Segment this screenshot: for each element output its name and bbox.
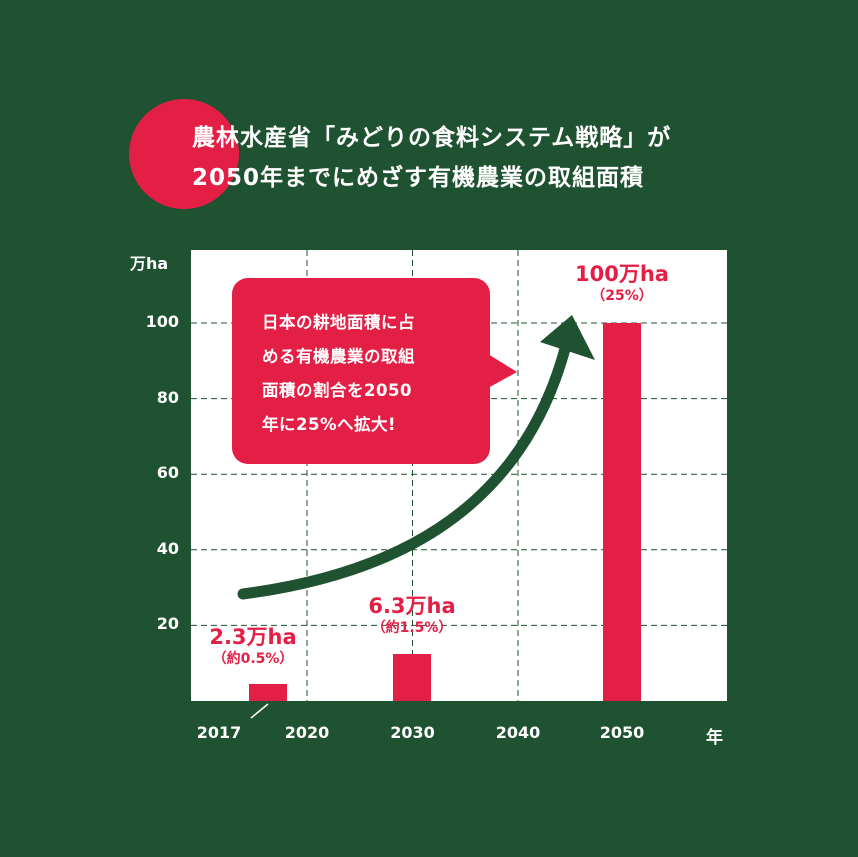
y-tick-label: 60 [156, 463, 179, 483]
callout-text: 日本の耕地面積に占 める有機農業の取組 面積の割合を2050 年に25%へ拡大! [262, 306, 492, 442]
bar-2017 [249, 684, 287, 701]
x-tick-label: 2050 [599, 723, 645, 742]
bar-2050 [603, 323, 641, 701]
data-label-2030: 6.3万ha （約1.5%） [342, 594, 482, 638]
data-label-2050: 100万ha （25%） [552, 262, 692, 306]
bar-2030 [393, 654, 431, 701]
callout-line: める有機農業の取組 [262, 347, 415, 366]
x-tick-label: 2040 [495, 723, 541, 742]
page-title: 農林水産省「みどりの食料システム戦略」が 2050年までにめざす有機農業の取組面… [192, 118, 671, 198]
title-line-2: 2050年までにめざす有機農業の取組面積 [192, 165, 645, 191]
data-label-value: 6.3万ha [368, 594, 456, 618]
data-label-2017: 2.3万ha （約0.5%） [183, 625, 323, 669]
y-tick-label: 100 [145, 312, 179, 331]
x-axis-label: 年 [706, 728, 723, 748]
y-axis-label: 万ha [130, 254, 169, 273]
data-label-value: 100万ha [575, 262, 669, 286]
y-tick-label: 40 [156, 538, 179, 558]
callout-line: 面積の割合を2050 [262, 381, 412, 400]
y-tick-label: 80 [156, 387, 179, 407]
callout-line: 年に25%へ拡大! [262, 415, 397, 434]
x-tick-label: 2017 [196, 723, 242, 742]
decorative-circle [129, 99, 239, 209]
x-tick-label: 2030 [390, 723, 435, 742]
callout-line: 日本の耕地面積に占 [262, 313, 415, 332]
data-label-value: 2.3万ha [209, 625, 297, 649]
x-tick-label: 2020 [284, 723, 330, 742]
callout-box [232, 278, 490, 464]
data-label-percent: （約0.5%） [212, 651, 294, 667]
data-label-percent: （約1.5%） [371, 620, 453, 636]
title-line-1: 農林水産省「みどりの食料システム戦略」が [192, 125, 672, 151]
data-label-percent: （25%） [591, 288, 653, 304]
y-tick-label: 20 [156, 614, 179, 634]
